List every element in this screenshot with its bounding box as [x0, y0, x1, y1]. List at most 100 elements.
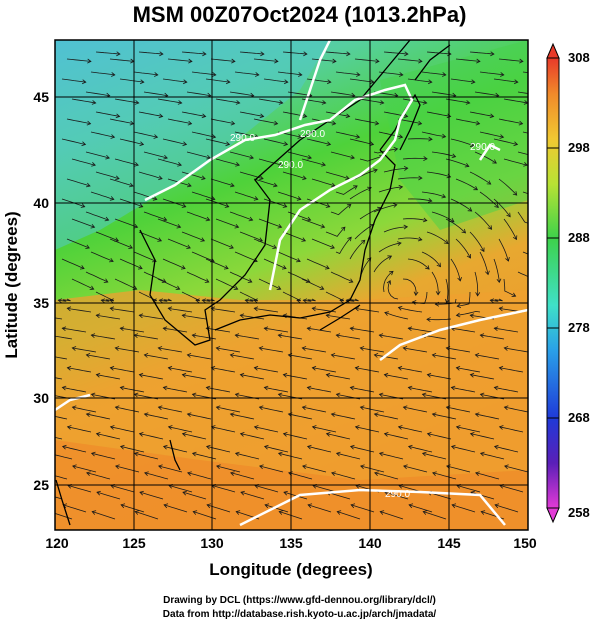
- streamline-arrow: [378, 451, 384, 457]
- streamline-arrow: [204, 278, 210, 283]
- streamline: [456, 310, 481, 316]
- streamline: [216, 347, 241, 353]
- streamline-arrow: [143, 412, 149, 417]
- streamline-arrow: [234, 392, 240, 398]
- streamline: [55, 496, 63, 500]
- streamline: [71, 278, 94, 290]
- streamline-arrow: [425, 265, 430, 270]
- streamline-arrow: [104, 216, 110, 222]
- streamline: [91, 334, 116, 340]
- streamline: [115, 347, 140, 353]
- streamline: [325, 291, 345, 302]
- streamline-arrow: [536, 279, 540, 283]
- streamline-arrow: [230, 120, 236, 126]
- streamline: [421, 71, 446, 76]
- streamline-arrow: [513, 79, 519, 85]
- streamline-arrow: [506, 212, 511, 218]
- streamline: [307, 504, 332, 513]
- streamline: [479, 131, 504, 138]
- streamline-arrow: [469, 142, 475, 148]
- streamline-arrow: [492, 159, 497, 164]
- streamline-arrow: [398, 134, 404, 139]
- streamline-arrow: [79, 265, 85, 270]
- streamline: [326, 433, 351, 440]
- streamline: [95, 291, 115, 302]
- streamline-arrow: [66, 365, 72, 371]
- streamline: [264, 504, 289, 513]
- streamline-arrow: [413, 291, 419, 296]
- streamline-arrow: [537, 155, 541, 159]
- streamline-arrow: [512, 235, 518, 241]
- streamline: [55, 436, 63, 440]
- streamline-arrow: [234, 333, 240, 339]
- streamline-arrow: [187, 182, 192, 188]
- streamline: [498, 178, 517, 196]
- streamline-arrow: [253, 425, 259, 430]
- streamline: [162, 138, 187, 145]
- streamline: [445, 158, 469, 167]
- streamline: [517, 271, 528, 278]
- streamline-arrow: [186, 244, 191, 249]
- streamline-arrow: [182, 79, 188, 85]
- streamline: [139, 491, 164, 500]
- streamline: [360, 465, 385, 473]
- streamline: [258, 158, 283, 166]
- streamline-arrow: [95, 432, 101, 437]
- contour-290: [55, 40, 528, 527]
- streamline: [301, 158, 326, 166]
- streamline: [402, 218, 427, 221]
- streamline-arrow: [369, 79, 375, 85]
- streamline: [86, 413, 111, 420]
- streamline-arrow: [503, 346, 509, 351]
- streamline: [326, 374, 351, 380]
- colorbar-tick-label: 308: [568, 50, 590, 65]
- streamline-arrow: [378, 333, 384, 339]
- streamline-arrow: [325, 313, 331, 319]
- streamline: [494, 504, 519, 513]
- streamline: [144, 413, 169, 420]
- streamline-arrow: [373, 412, 379, 417]
- streamline: [421, 191, 446, 198]
- streamline: [445, 98, 470, 104]
- streamline: [277, 191, 301, 200]
- streamline-arrow: [307, 503, 313, 509]
- streamline-arrow: [455, 312, 461, 318]
- streamline: [259, 406, 284, 413]
- streamline-arrow: [450, 385, 456, 391]
- streamline-arrow: [277, 223, 283, 229]
- streamline: [407, 198, 432, 202]
- streamline: [168, 426, 193, 433]
- streamline: [215, 278, 238, 290]
- streamline-arrow: [490, 51, 495, 57]
- streamline: [119, 78, 144, 83]
- streamline: [206, 504, 231, 513]
- streamline: [455, 58, 480, 62]
- streamline: [407, 138, 433, 140]
- streamline: [210, 238, 234, 249]
- streamline-arrow: [311, 306, 317, 312]
- streamline: [301, 218, 325, 228]
- streamline-arrow: [278, 100, 284, 105]
- streamline: [431, 211, 455, 223]
- streamline: [287, 151, 312, 159]
- streamline: [263, 138, 288, 145]
- streamline: [229, 91, 254, 97]
- streamline-arrow: [354, 425, 360, 430]
- x-tick-labels: 120 125 130 135 140 145 150: [45, 535, 537, 551]
- streamline-arrow: [302, 298, 308, 304]
- streamline: [451, 504, 476, 513]
- streamline: [234, 71, 259, 76]
- streamline: [182, 491, 207, 500]
- streamline-arrow: [403, 166, 409, 171]
- streamline: [446, 406, 471, 413]
- y-tick-labels: 25 30 35 40 45: [33, 89, 49, 493]
- streamline: [469, 111, 494, 117]
- streamline: [456, 426, 481, 433]
- streamline: [143, 91, 168, 97]
- streamline: [277, 71, 302, 76]
- streamline-arrow: [100, 298, 106, 304]
- streamline-arrow: [85, 244, 90, 249]
- contour-label: 290.0: [385, 489, 410, 500]
- streamline: [278, 452, 303, 460]
- streamline: [215, 158, 240, 166]
